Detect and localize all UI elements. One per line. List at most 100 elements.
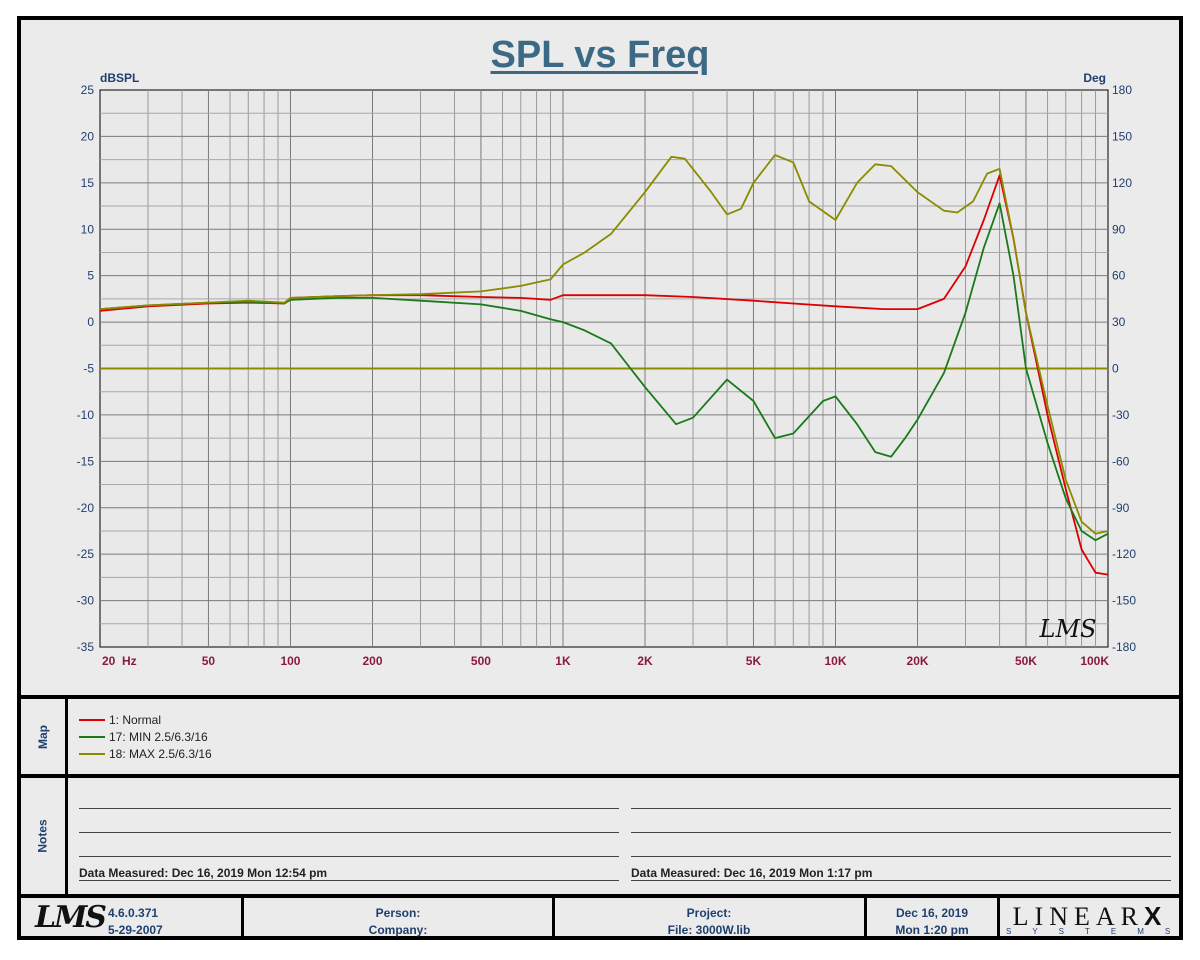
x-tick-label: 500	[471, 654, 491, 668]
map-panel: Map 1: Normal 17: MIN 2.5/6.3/16 18: MAX…	[21, 699, 1179, 774]
right-measured-text: Data Measured: Dec 16, 2019 Mon 1:17 pm	[631, 866, 873, 880]
note-line	[79, 808, 619, 809]
x-unit-label: Hz	[122, 654, 137, 668]
footer-version-cell: LMS 4.6.0.371 5-29-2007	[21, 898, 241, 940]
legend-swatch	[79, 736, 105, 738]
x-tick-label: 10K	[824, 654, 846, 668]
y-tick-label: 15	[81, 176, 95, 190]
y-tick-label: -10	[77, 408, 95, 422]
note-line	[631, 856, 1171, 857]
lms-watermark: LMS	[1039, 615, 1097, 643]
footer-date-cell: Dec 16, 2019 Mon 1:20 pm	[867, 898, 997, 940]
y-axis-label: dBSPL	[100, 71, 139, 85]
note-line	[79, 880, 619, 881]
x-tick-label: 50	[202, 654, 216, 668]
x-tick-label: 50K	[1015, 654, 1037, 668]
y2-tick-label: 120	[1112, 176, 1132, 190]
notes-label: Notes	[36, 819, 50, 853]
x-tick-label: 20	[102, 654, 116, 668]
x-tick-label: 1K	[555, 654, 571, 668]
legend-item[interactable]: 1: Normal	[79, 712, 161, 728]
y-axis-right: 180 150 120 90 60 30 0 -30 -60 -90 -120 -150 -180	[1112, 83, 1136, 654]
y-tick-label: 10	[81, 222, 95, 236]
note-line	[631, 880, 1171, 881]
legend-item[interactable]: 18: MAX 2.5/6.3/16	[79, 746, 212, 762]
y2-axis-label: Deg	[1083, 71, 1106, 85]
series-group	[99, 154, 1109, 576]
company-label: Company:	[368, 923, 428, 937]
x-tick-label: 100K	[1080, 654, 1109, 668]
divider	[997, 898, 1000, 940]
y2-tick-label: 180	[1112, 83, 1132, 97]
y2-tick-label: 150	[1112, 129, 1132, 143]
legend-swatch	[79, 753, 105, 755]
y-tick-label: -25	[77, 547, 95, 561]
divider	[552, 898, 555, 940]
y2-tick-label: 0	[1112, 362, 1119, 376]
project-label: Project:	[686, 906, 732, 920]
y2-tick-label: 30	[1112, 315, 1126, 329]
series-line	[99, 154, 1109, 535]
map-label-box: Map	[21, 699, 65, 774]
time-text: Mon 1:20 pm	[895, 923, 969, 937]
x-tick-label: 100	[280, 654, 300, 668]
y2-tick-label: -180	[1112, 640, 1136, 654]
legend-swatch	[79, 719, 105, 721]
y2-tick-label: -120	[1112, 547, 1136, 561]
build-date-text: 5-29-2007	[108, 923, 163, 937]
y-tick-label: -5	[83, 362, 94, 376]
y-tick-label: 25	[81, 83, 95, 97]
brand-x: X	[1143, 901, 1168, 931]
notes-label-box: Notes	[21, 778, 65, 894]
left-measured-text: Data Measured: Dec 16, 2019 Mon 12:54 pm	[79, 866, 328, 880]
divider	[21, 774, 1179, 778]
legend-item[interactable]: 17: MIN 2.5/6.3/16	[79, 729, 208, 745]
y-tick-label: -20	[77, 501, 95, 515]
divider	[241, 898, 244, 940]
brand-subtitle: SYSTEMS	[1006, 927, 1192, 936]
legend-label: 1: Normal	[109, 713, 162, 727]
footer: LMS 4.6.0.371 5-29-2007 Person: Company:…	[21, 898, 1179, 940]
legend-label: 17: MIN 2.5/6.3/16	[109, 730, 208, 744]
x-tick-label: 200	[362, 654, 382, 668]
footer-person-cell: Person: Company:	[244, 898, 552, 940]
map-label: Map	[36, 724, 50, 749]
divider	[65, 778, 68, 894]
y2-tick-label: 60	[1112, 269, 1126, 283]
divider	[21, 894, 1179, 898]
y-axis-left: 25 20 15 10 5 0 -5 -10 -15 -20 -25 -30 -35	[77, 83, 95, 654]
plot-panel: SPL vs Freq 25 20 15 10 5 0 -5 -10 -15 -20 -25 -30-…	[21, 20, 1179, 695]
y-tick-label: -35	[77, 640, 95, 654]
y-tick-label: 5	[87, 269, 94, 283]
lms-logo: LMS	[35, 900, 107, 935]
date-text: Dec 16, 2019	[895, 906, 969, 920]
y2-tick-label: -30	[1112, 408, 1130, 422]
note-line	[631, 832, 1171, 833]
x-tick-label: 5K	[746, 654, 762, 668]
chart-title: SPL vs Freq	[490, 34, 710, 76]
x-tick-label: 2K	[637, 654, 653, 668]
brand-word: LINEAR	[1012, 902, 1144, 931]
version-text: 4.6.0.371	[108, 906, 159, 920]
x-tick-label: 20K	[907, 654, 929, 668]
footer-project-cell: Project: File: 3000W.lib	[555, 898, 863, 940]
legend-label: 18: MAX 2.5/6.3/16	[109, 747, 212, 761]
note-line	[79, 832, 619, 833]
y2-tick-label: -60	[1112, 454, 1130, 468]
y-tick-label: -15	[77, 454, 95, 468]
divider	[864, 898, 867, 940]
y2-tick-label: 90	[1112, 222, 1126, 236]
notes-panel: Notes Data Measured: Dec 16, 2019 Mon 12…	[21, 778, 1179, 894]
y2-tick-label: -90	[1112, 501, 1130, 515]
x-axis: 20 50 100 200 500 1K 2K 5K 10K 20K 50K 100K Hz	[102, 654, 1109, 668]
report-frame: SPL vs Freq 25 20 15 10 5 0 -5 -10 -15 -20 -25 -30-…	[17, 16, 1183, 940]
series-line	[99, 202, 1109, 542]
file-label: File: 3000W.lib	[667, 923, 751, 937]
y-tick-label: 0	[87, 315, 94, 329]
divider	[21, 695, 1179, 699]
y-tick-label: -30	[77, 594, 95, 608]
y-tick-label: 20	[81, 129, 95, 143]
divider	[65, 699, 68, 774]
y2-tick-label: -150	[1112, 594, 1136, 608]
